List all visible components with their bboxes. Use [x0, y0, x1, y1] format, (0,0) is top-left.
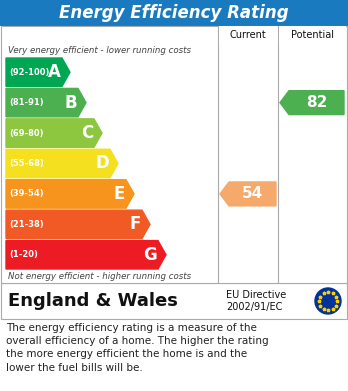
Text: D: D: [95, 154, 109, 172]
Polygon shape: [220, 182, 276, 206]
Text: (39-54): (39-54): [9, 189, 44, 198]
Polygon shape: [6, 180, 134, 208]
Text: G: G: [143, 246, 157, 264]
Text: Very energy efficient - lower running costs: Very energy efficient - lower running co…: [8, 46, 191, 55]
Text: 54: 54: [242, 187, 263, 201]
Text: Potential: Potential: [291, 30, 333, 40]
Polygon shape: [6, 119, 102, 147]
Bar: [0, 0, 348, 26]
Text: England & Wales: England & Wales: [8, 292, 178, 310]
Polygon shape: [6, 88, 86, 117]
Text: B: B: [64, 93, 77, 112]
Text: (81-91): (81-91): [9, 98, 44, 107]
Polygon shape: [6, 58, 70, 86]
Bar: [219, 26, 278, 44]
Text: 2002/91/EC: 2002/91/EC: [226, 302, 282, 312]
Text: (21-38): (21-38): [9, 220, 44, 229]
Text: F: F: [129, 215, 141, 233]
Polygon shape: [6, 240, 166, 269]
Text: Not energy efficient - higher running costs: Not energy efficient - higher running co…: [8, 272, 191, 281]
Polygon shape: [6, 149, 118, 178]
Text: (1-20): (1-20): [9, 250, 38, 259]
Text: 82: 82: [306, 95, 327, 110]
Text: (55-68): (55-68): [9, 159, 44, 168]
Bar: [1, 283, 347, 319]
Text: E: E: [114, 185, 125, 203]
Text: (69-80): (69-80): [9, 129, 44, 138]
Text: (92-100): (92-100): [9, 68, 49, 77]
Text: Energy Efficiency Rating: Energy Efficiency Rating: [59, 4, 289, 22]
Text: EU Directive: EU Directive: [226, 290, 286, 300]
Text: Current: Current: [230, 30, 266, 40]
Text: The energy efficiency rating is a measure of the
overall efficiency of a home. T: The energy efficiency rating is a measur…: [6, 323, 269, 373]
Polygon shape: [280, 91, 344, 115]
Circle shape: [315, 288, 341, 314]
Text: C: C: [81, 124, 93, 142]
Polygon shape: [6, 210, 150, 239]
Text: A: A: [48, 63, 61, 81]
Bar: [279, 26, 346, 44]
Bar: [1, 26, 347, 283]
